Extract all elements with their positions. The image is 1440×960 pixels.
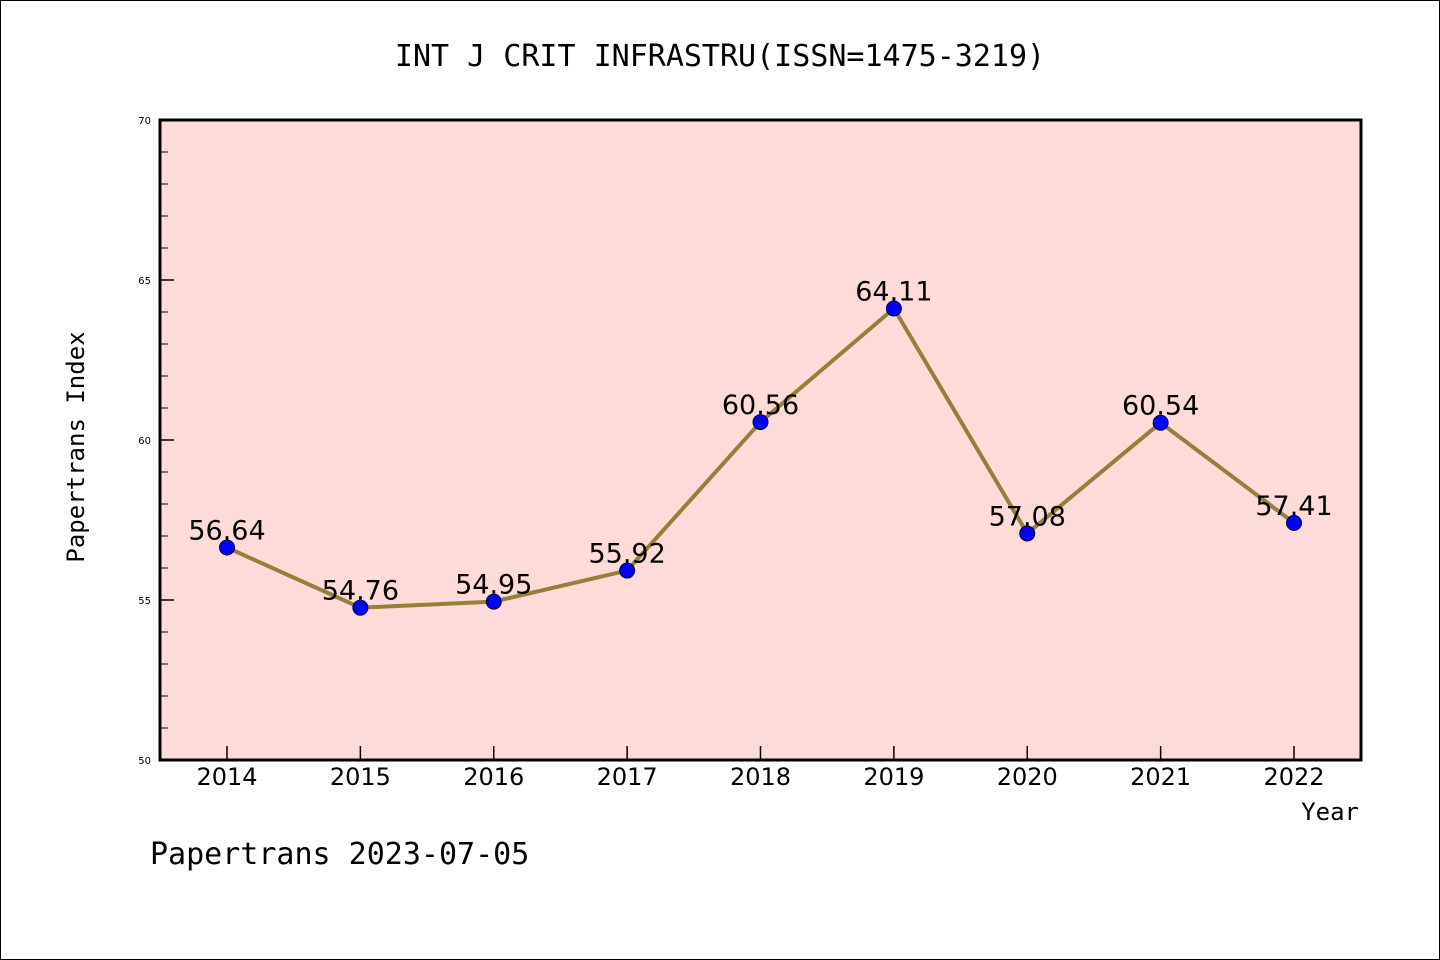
x-tick-label: 2021 [1130, 763, 1191, 791]
y-tick-label: 60 [138, 436, 151, 447]
y-tick-label: 55 [138, 596, 151, 607]
x-tick-labels: 2014 2015 2016 2017 2018 2019 2020 2021 2022 [196, 763, 1324, 791]
x-tick-label: 2016 [463, 763, 524, 791]
plot-border [158, 118, 1363, 762]
data-point [485, 593, 502, 610]
data-point [219, 539, 235, 556]
data-point [752, 414, 769, 431]
y-tick-label: 50 [138, 756, 151, 767]
x-tick-label: 2019 [863, 763, 924, 791]
x-axis-label: Year [1301, 798, 1359, 826]
y-axis-label: Papertrans Index [62, 331, 90, 562]
x-tick-label: 2020 [997, 763, 1058, 791]
x-tick-label: 2017 [597, 763, 658, 791]
footer-watermark: Papertrans 2023-07-05 [150, 837, 529, 872]
chart-title: INT J CRIT INFRASTRU(ISSN=1475-3219) [395, 39, 1045, 74]
data-point [885, 300, 902, 317]
x-ticks [226, 746, 1295, 760]
x-tick-label: 2018 [730, 763, 791, 791]
y-tick-label: 65 [138, 276, 151, 287]
x-tick-label: 2015 [330, 763, 391, 791]
y-tick-label: 70 [138, 116, 151, 127]
data-point [1019, 525, 1036, 542]
data-point [619, 562, 636, 579]
x-tick-label: 2022 [1263, 763, 1324, 791]
x-tick-label: 2014 [196, 763, 257, 791]
data-point [352, 599, 369, 616]
data-points [219, 300, 1302, 616]
data-point [1152, 414, 1169, 431]
data-point [1286, 514, 1302, 531]
plot-area [160, 120, 1361, 760]
y-tick-labels: 50 55 60 65 70 [138, 116, 151, 767]
